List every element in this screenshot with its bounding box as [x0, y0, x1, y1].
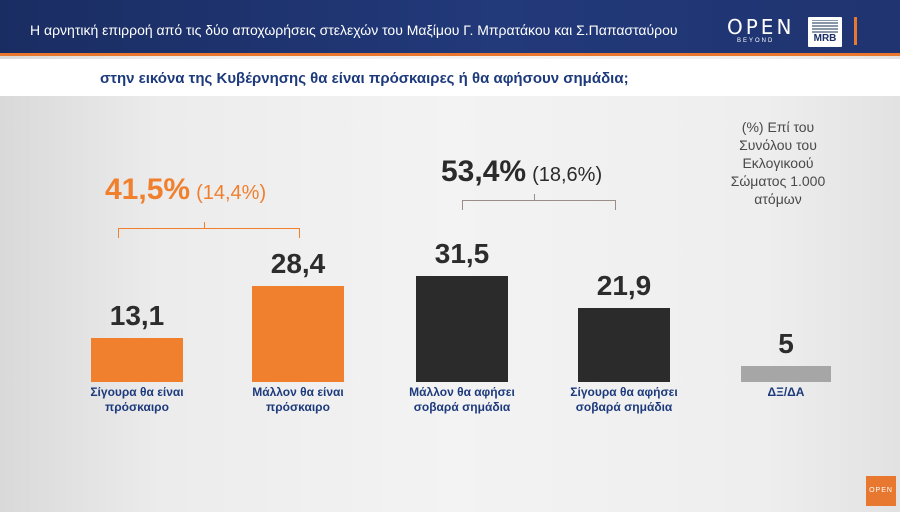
headline: Η αρνητική επιρροή από τις δύο αποχωρήσε… — [30, 22, 678, 38]
mrb-logo-stripes — [812, 20, 838, 33]
category-label-line: Μάλλον θα είναι — [252, 385, 344, 399]
bracket-line — [118, 228, 300, 238]
category-label-line: Σίγουρα θα είναι — [90, 385, 184, 399]
group-total-value: 53,4% — [441, 155, 527, 188]
group-total-value: 41,5% — [105, 173, 191, 206]
bar-value-label: 28,4 — [270, 248, 326, 280]
note-line: Εκλογικοού — [742, 155, 814, 171]
group-total-sub: (14,4%) — [196, 182, 267, 204]
category-label: Μάλλον θα αφήσει σοβαρά σημάδια — [392, 385, 532, 415]
category-label-line: σοβαρά σημάδια — [413, 400, 511, 414]
open-logo-subtext: BEYOND — [737, 38, 775, 44]
open-logo: OPEN BEYOND — [727, 17, 791, 47]
group-total-temporary: 41,5% (14,4%) — [105, 173, 266, 207]
category-label: ΔΞ/ΔΑ — [716, 385, 856, 400]
note-line: (%) Επί του — [741, 119, 815, 135]
group-bracket-scars — [462, 194, 616, 210]
mrb-logo-text: MRB — [813, 33, 837, 44]
bar — [252, 286, 344, 382]
category-label-line: ΔΞ/ΔΑ — [767, 385, 805, 399]
bar — [416, 276, 508, 382]
category-label-line: Μάλλον θα αφήσει — [409, 385, 515, 399]
bar-value-label: 13,1 — [109, 299, 165, 331]
category-label: Μάλλον θα είναι πρόσκαιρο — [228, 385, 368, 415]
note-line: ατόμων — [754, 191, 802, 207]
header-bar: Η αρνητική επιρροή από τις δύο αποχωρήσε… — [0, 0, 900, 56]
category-label-line: σοβαρά σημάδια — [575, 400, 673, 414]
bracket-notch — [204, 222, 205, 229]
note-line: Σώματος 1.000 — [730, 173, 826, 189]
header-accent-bar — [854, 17, 857, 45]
bracket-line — [462, 200, 616, 210]
question-text: στην εικόνα της Κυβέρνησης θα είναι πρόσ… — [100, 70, 629, 87]
open-logo-text: OPEN — [727, 15, 795, 39]
note-line: Συνόλου του — [739, 137, 817, 153]
category-label-line: Σίγουρα θα αφήσει — [570, 385, 678, 399]
category-label-line: πρόσκαιρο — [266, 400, 330, 414]
category-label-line: πρόσκαιρο — [105, 400, 169, 414]
group-total-scars: 53,4% (18,6%) — [441, 155, 602, 189]
question-bar: στην εικόνα της Κυβέρνησης θα είναι πρόσ… — [0, 59, 900, 96]
bracket-notch — [534, 194, 535, 201]
bar — [578, 308, 670, 382]
group-total-sub: (18,6%) — [532, 164, 603, 186]
sample-note: (%) Επί του Συνόλου του Εκλογικοού Σώματ… — [718, 118, 838, 208]
group-bracket-temporary — [118, 222, 300, 238]
bar-value-label: 5 — [778, 328, 794, 359]
bar — [91, 337, 183, 382]
category-label: Σίγουρα θα είναι πρόσκαιρο — [67, 385, 207, 415]
bar — [741, 366, 831, 382]
corner-open-logo: OPEN — [866, 476, 896, 506]
mrb-logo: MRB — [808, 17, 842, 47]
category-label: Σίγουρα θα αφήσει σοβαρά σημάδια — [554, 385, 694, 415]
bar-value-label: 31,5 — [434, 238, 490, 269]
bar-value-label: 21,9 — [596, 270, 652, 302]
